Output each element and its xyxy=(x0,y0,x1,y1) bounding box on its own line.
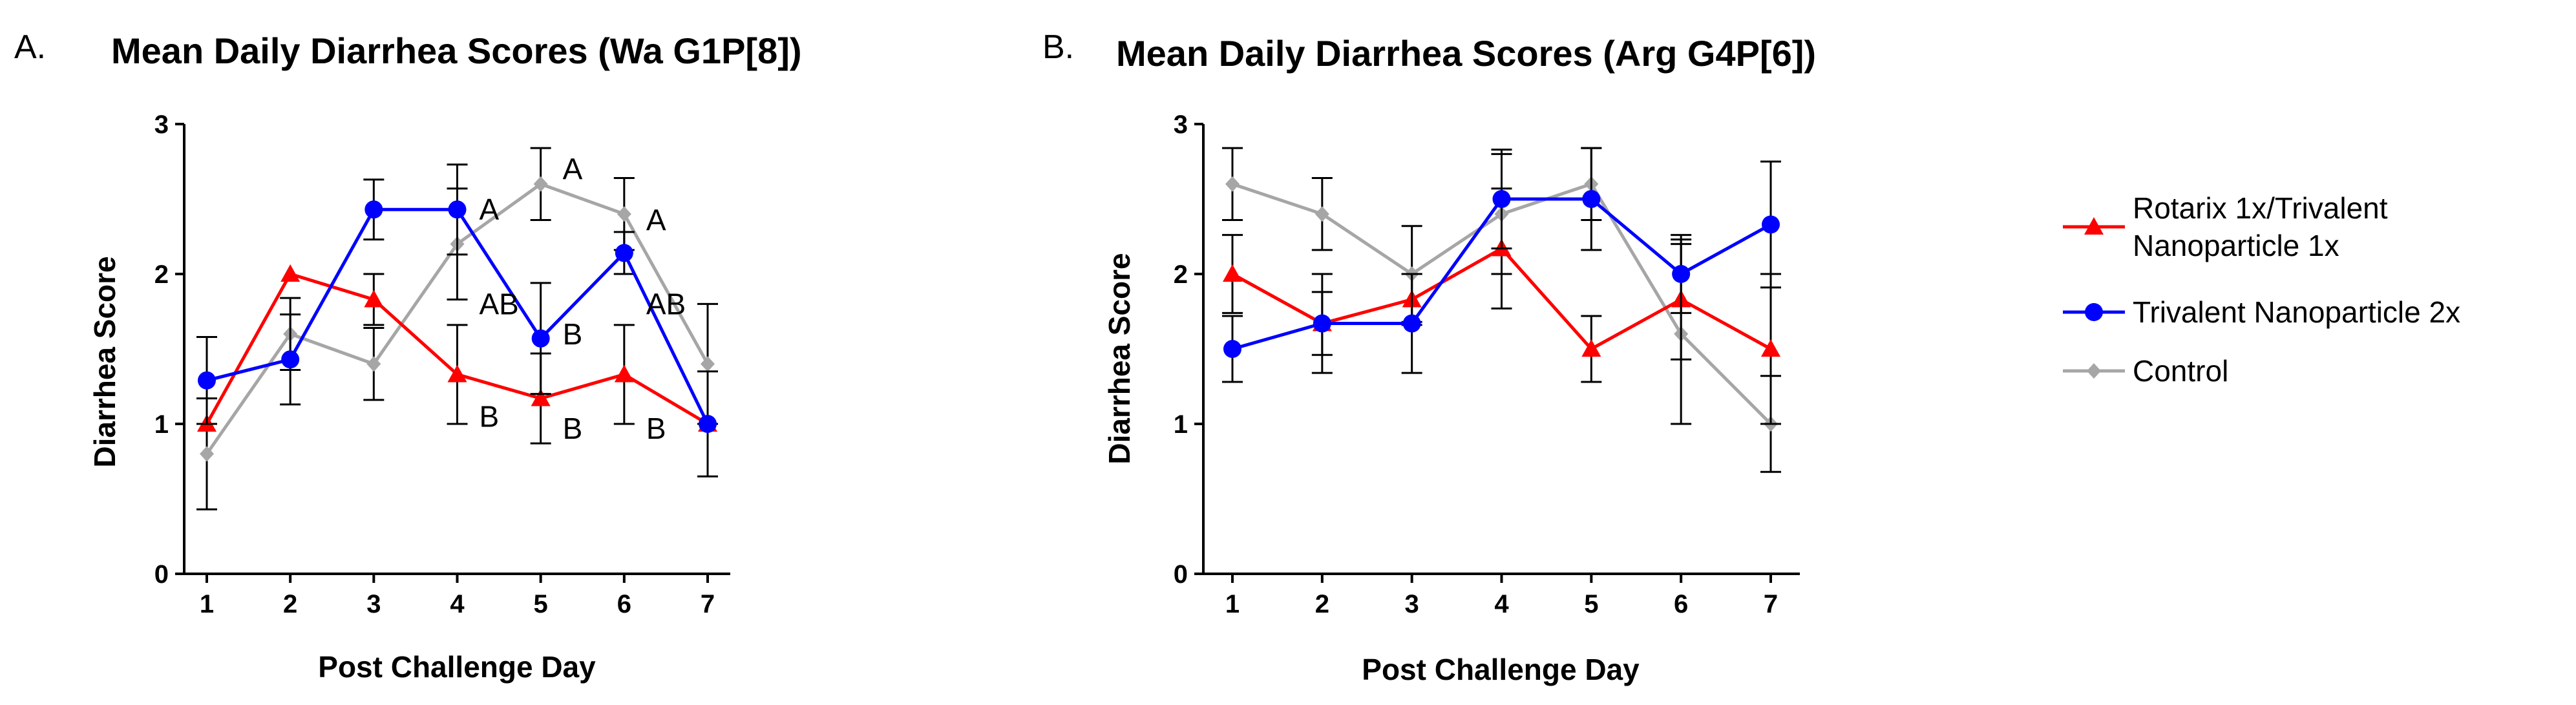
panel-a-y-tick-label: 0 xyxy=(154,560,169,589)
panel-a-y-axis-title: Diarrhea Score xyxy=(88,256,121,467)
panel-a-data-point xyxy=(615,244,633,262)
panel-a-significance-label: B xyxy=(646,412,666,445)
panel-a-x-tick-label: 4 xyxy=(450,590,465,618)
panel-a-x-tick-label: 2 xyxy=(283,590,297,618)
panel-a-letter: A. xyxy=(14,28,46,66)
panel-a-data-point xyxy=(533,176,548,192)
panel-a-data-point xyxy=(200,446,214,462)
panel-a-x-tick-label: 6 xyxy=(617,590,631,618)
panel-a-data-point xyxy=(614,364,634,383)
panel-b-data-point xyxy=(1581,339,1601,357)
panel-b-data-point xyxy=(1225,176,1240,192)
panel-b-data-point xyxy=(1492,190,1511,208)
panel-b-data-point xyxy=(1762,215,1780,234)
panel-a-data-point xyxy=(364,200,383,219)
panel-b-data-point xyxy=(1761,339,1780,357)
panel-a-significance-label: A xyxy=(480,193,500,226)
panel-a-x-tick-label: 1 xyxy=(200,590,214,618)
panel-a-x-axis-title: Post Challenge Day xyxy=(318,650,596,684)
panel-a-title: Mean Daily Diarrhea Scores (Wa G1P[8]) xyxy=(111,30,802,71)
panel-a-y-tick-label: 3 xyxy=(154,110,169,139)
panel-a-data-point xyxy=(617,206,631,222)
panel-b-y-tick-label: 1 xyxy=(1174,410,1188,439)
panel-a-y-tick-label: 1 xyxy=(154,410,169,439)
panel-b-x-tick-label: 4 xyxy=(1494,590,1509,618)
panel-a-data-point xyxy=(447,364,467,383)
legend-label: Trivalent Nanoparticle 2x xyxy=(2133,295,2460,329)
panel-b-data-point xyxy=(1314,206,1329,222)
legend-marker xyxy=(2084,217,2104,235)
legend-label: Control xyxy=(2133,354,2228,388)
panel-b-data-point xyxy=(1313,314,1331,333)
panel-b-data-point xyxy=(1223,264,1242,282)
panel-b-y-tick-label: 0 xyxy=(1174,560,1188,589)
panel-a-data-point xyxy=(531,388,551,406)
panel-a-significance-label: AB xyxy=(480,287,519,321)
panel-a-significance-label: B xyxy=(563,412,583,445)
panel-b-y-tick-label: 3 xyxy=(1174,110,1188,139)
panel-a-y-tick-label: 2 xyxy=(154,260,169,289)
panel-a-data-point xyxy=(448,200,467,219)
panel-a-x-tick-label: 5 xyxy=(534,590,548,618)
panel-a-significance-label: B xyxy=(480,399,500,433)
panel-b-letter: B. xyxy=(1042,28,1074,66)
legend-marker xyxy=(2085,303,2103,321)
panel-a-significance-label: A xyxy=(646,203,666,237)
panel-a-significance-label: AB xyxy=(646,287,686,321)
panel-b-data-point xyxy=(1402,314,1421,333)
panel-b-x-tick-label: 1 xyxy=(1225,590,1240,618)
legend-label: Rotarix 1x/Trivalent xyxy=(2133,191,2388,225)
panel-b-x-axis-title: Post Challenge Day xyxy=(1362,653,1640,686)
panel-a-data-point xyxy=(198,371,216,390)
panel-b-title: Mean Daily Diarrhea Scores (Arg G4P[6]) xyxy=(1116,33,1816,74)
panel-b-data-point xyxy=(1582,190,1601,208)
panel-b-data-point xyxy=(1672,265,1691,283)
panel-a-data-point xyxy=(531,329,550,348)
panel-a-significance-label: A xyxy=(563,153,583,186)
panel-a-x-tick-label: 7 xyxy=(701,590,715,618)
panel-b-x-tick-label: 7 xyxy=(1764,590,1778,618)
panel-a-x-tick-label: 3 xyxy=(366,590,381,618)
legend-marker xyxy=(2087,363,2101,379)
panel-a-significance-label: B xyxy=(563,317,583,351)
panel-b-x-tick-label: 5 xyxy=(1584,590,1598,618)
legend: Rotarix 1x/Trivalent Nanoparticle 1x Triva… xyxy=(2063,191,2460,388)
panel-b-x-tick-label: 6 xyxy=(1674,590,1688,618)
panel-b-data-point xyxy=(1223,340,1241,358)
panel-b-y-axis-title: Diarrhea Score xyxy=(1103,253,1136,464)
panel-a-data-point xyxy=(699,415,717,433)
legend-label: Nanoparticle 1x xyxy=(2133,229,2339,262)
panel-a-data-point xyxy=(364,289,384,308)
panel-a-series-0 xyxy=(197,264,718,478)
panel-b-plot: 0 1 2 3 1 2 3 4 5 6 7 xyxy=(1174,110,1800,618)
panel-b-x-tick-label: 2 xyxy=(1315,590,1329,618)
panel-b-x-tick-label: 3 xyxy=(1405,590,1419,618)
panel-a-data-point xyxy=(701,356,715,372)
panel-b-series-1 xyxy=(1222,147,1781,383)
panel-a-data-point xyxy=(280,264,301,282)
panel-b-y-tick-label: 2 xyxy=(1174,260,1188,289)
panel-a-data-point xyxy=(281,350,300,369)
panel-a-data-point xyxy=(366,356,381,372)
panel-a-series-1 xyxy=(196,163,717,433)
